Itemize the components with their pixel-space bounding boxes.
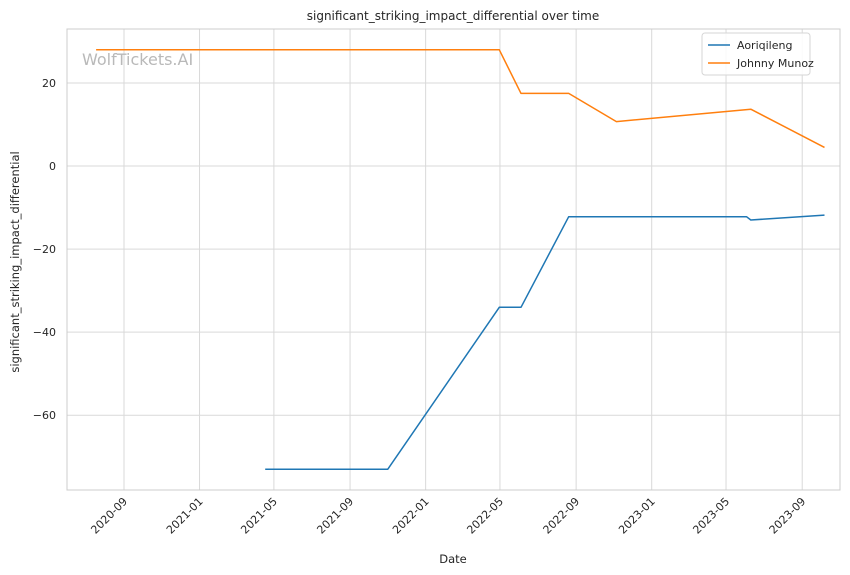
legend-label: Johnny Munoz xyxy=(736,57,814,70)
x-axis-label: Date xyxy=(439,552,467,566)
x-tick-label: 2022-05 xyxy=(464,495,506,537)
y-tick-label: −40 xyxy=(33,326,56,339)
series-line-johnny-munoz xyxy=(96,49,825,149)
x-tick-label: 2022-09 xyxy=(541,495,583,537)
grid xyxy=(67,29,840,490)
x-tick-label: 2022-01 xyxy=(390,495,432,537)
watermark: WolfTickets.AI xyxy=(82,50,193,69)
y-tick-label: 20 xyxy=(42,77,56,90)
y-axis-label: significant_striking_impact_differential xyxy=(8,151,22,372)
y-tick-label: −20 xyxy=(33,243,56,256)
x-tick-label: 2021-09 xyxy=(314,495,356,537)
x-tick-label: 2023-09 xyxy=(767,495,809,537)
legend: Aoriqileng Johnny Munoz xyxy=(701,32,814,76)
y-tick-label: −60 xyxy=(33,409,56,422)
series-layer xyxy=(96,49,825,470)
tick-labels: 2020-09 2021-01 2021-05 2021-09 2022-01 2022-… xyxy=(33,77,809,537)
legend-label: Aoriqileng xyxy=(737,39,792,52)
legend-box xyxy=(701,32,811,76)
plot-frame xyxy=(66,28,841,491)
y-tick-label: 0 xyxy=(49,160,56,173)
x-tick-label: 2020-09 xyxy=(88,495,130,537)
chart-title: significant_striking_impact_differential… xyxy=(307,9,599,23)
x-tick-label: 2023-05 xyxy=(690,495,732,537)
x-tick-label: 2023-01 xyxy=(616,495,658,537)
x-tick-label: 2021-05 xyxy=(238,495,280,537)
series-line-aoriqileng xyxy=(265,214,825,470)
x-tick-label: 2021-01 xyxy=(164,495,206,537)
